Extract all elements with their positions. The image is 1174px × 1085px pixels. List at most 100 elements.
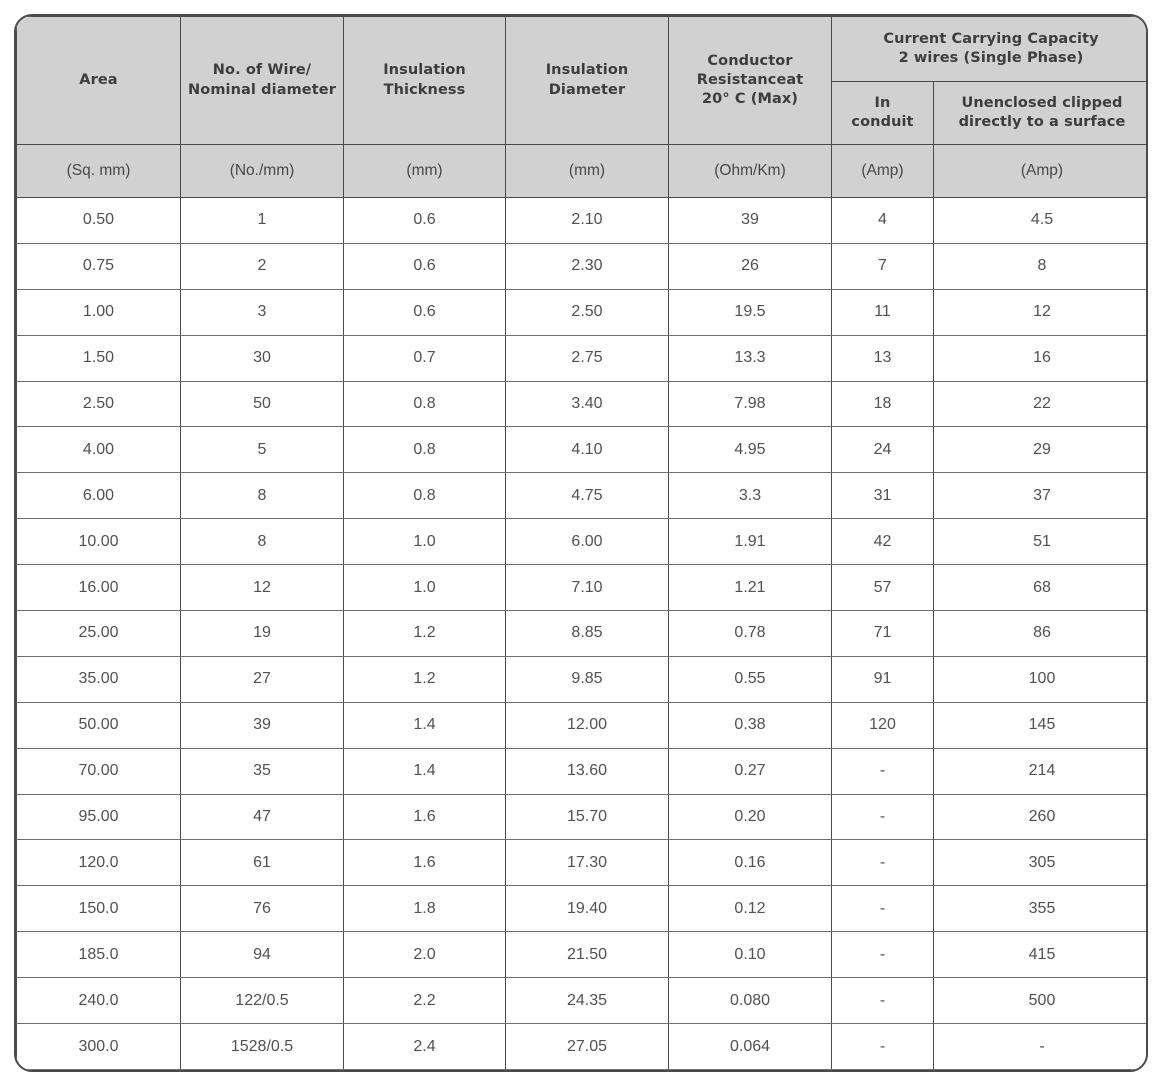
header-insulation-diameter: Insulation Diameter bbox=[505, 16, 669, 145]
cell-in-conduit: - bbox=[831, 747, 934, 795]
cell-unenclosed: 86 bbox=[933, 610, 1146, 657]
cell-insulation-diameter: 9.85 bbox=[505, 655, 669, 703]
cell-insulation-thickness: 1.4 bbox=[343, 747, 506, 795]
cell-insulation-diameter: 13.60 bbox=[505, 747, 669, 795]
cell-insulation-diameter: 2.50 bbox=[505, 288, 669, 336]
cell-in-conduit: - bbox=[831, 885, 934, 933]
cell-resistance: 13.3 bbox=[668, 334, 832, 382]
table-row: 2.50 50 0.8 3.40 7.98 18 22 bbox=[16, 380, 1146, 428]
cell-insulation-thickness: 2.2 bbox=[343, 977, 506, 1025]
cell-wires: 8 bbox=[180, 518, 344, 566]
cell-resistance: 39 bbox=[668, 197, 832, 244]
table-row: 240.0 122/0.5 2.2 24.35 0.080-500 bbox=[16, 977, 1146, 1025]
wire-specification-table: Area No. of Wire/ Nominal diameter Insul… bbox=[14, 14, 1148, 1072]
units-row: (Sq. mm) (No./mm) (mm) (mm) (Ohm/Km) (Am… bbox=[16, 144, 1146, 198]
cell-wires: 2 bbox=[180, 242, 344, 290]
header-unenclosed: Unenclosed clipped directly to a surface bbox=[933, 81, 1146, 145]
cell-insulation-diameter: 4.75 bbox=[505, 472, 669, 520]
cell-insulation-diameter: 15.70 bbox=[505, 793, 669, 841]
cell-area: 240.0 bbox=[16, 977, 181, 1025]
cell-in-conduit: - bbox=[831, 839, 934, 887]
cell-in-conduit: 18 bbox=[831, 380, 934, 428]
cell-insulation-thickness: 0.8 bbox=[343, 426, 506, 474]
cell-unenclosed: 29 bbox=[933, 426, 1146, 474]
cell-insulation-diameter: 4.10 bbox=[505, 426, 669, 474]
unit-unenclosed: (Amp) bbox=[933, 144, 1146, 198]
cell-area: 25.00 bbox=[16, 610, 181, 657]
cell-in-conduit: - bbox=[831, 931, 934, 979]
cell-insulation-thickness: 0.6 bbox=[343, 197, 506, 244]
header-row-sub: In conduit Unenclosed clipped directly t… bbox=[17, 81, 1146, 145]
cell-wires: 61 bbox=[180, 839, 344, 887]
table-row: 6.00 8 0.8 4.75 3.3 31 37 bbox=[16, 472, 1146, 520]
cell-unenclosed: 214 bbox=[933, 747, 1146, 795]
header-row-main: Area No. of Wire/ Nominal diameter Insul… bbox=[16, 16, 1146, 145]
cell-insulation-thickness: 1.6 bbox=[343, 793, 506, 841]
cell-in-conduit: - bbox=[831, 793, 934, 841]
cell-unenclosed: 4.5 bbox=[933, 197, 1146, 244]
header-insulation-thickness: Insulation Thickness bbox=[343, 16, 506, 145]
cell-wires: 50 bbox=[180, 380, 344, 428]
cell-wires: 5 bbox=[180, 426, 344, 474]
cell-insulation-thickness: 1.8 bbox=[343, 885, 506, 933]
cell-in-conduit: 7 bbox=[831, 242, 934, 290]
cell-insulation-thickness: 0.6 bbox=[343, 288, 506, 336]
cell-insulation-diameter: 8.85 bbox=[505, 610, 669, 657]
cell-in-conduit: - bbox=[831, 1023, 934, 1070]
cell-area: 4.00 bbox=[16, 426, 181, 474]
cell-wires: 1 bbox=[180, 197, 344, 244]
cell-wires: 3 bbox=[180, 288, 344, 336]
table-body: 0.50 1 0.6 2.10 39 4 4.5 0.75 2 0.6 2.30 26 7 8 1.00 3 0… bbox=[16, 197, 1146, 1070]
cell-unenclosed: 51 bbox=[933, 518, 1146, 566]
cell-insulation-diameter: 6.00 bbox=[505, 518, 669, 566]
cell-insulation-thickness: 0.8 bbox=[343, 472, 506, 520]
table-row: 0.75 2 0.6 2.30 26 7 8 bbox=[16, 242, 1146, 290]
cell-unenclosed: 12 bbox=[933, 288, 1146, 336]
unit-insulation-diameter: (mm) bbox=[505, 144, 669, 198]
cell-resistance: 0.27 bbox=[668, 747, 832, 795]
cell-resistance: 0.55 bbox=[668, 655, 832, 703]
unit-area: (Sq. mm) bbox=[16, 144, 181, 198]
cell-wires: 122/0.5 bbox=[180, 977, 344, 1025]
cell-in-conduit: - bbox=[831, 977, 934, 1025]
cell-insulation-diameter: 7.10 bbox=[505, 564, 669, 612]
cell-insulation-thickness: 0.7 bbox=[343, 334, 506, 382]
cell-insulation-diameter: 2.10 bbox=[505, 197, 669, 244]
cell-in-conduit: 57 bbox=[831, 564, 934, 612]
cell-unenclosed: 22 bbox=[933, 380, 1146, 428]
cell-unenclosed: 355 bbox=[933, 885, 1146, 933]
cell-insulation-diameter: 19.40 bbox=[505, 885, 669, 933]
cell-wires: 12 bbox=[180, 564, 344, 612]
cell-area: 50.00 bbox=[16, 701, 181, 749]
cell-unenclosed: 145 bbox=[933, 701, 1146, 749]
cell-wires: 76 bbox=[180, 885, 344, 933]
table-row: 1.50 30 0.7 2.75 13.3 13 16 bbox=[16, 334, 1146, 382]
cell-area: 185.0 bbox=[16, 931, 181, 979]
header-in-conduit: In conduit bbox=[831, 81, 934, 145]
table-row: 16.00 12 1.0 7.10 1.21 57 68 bbox=[16, 564, 1146, 612]
cell-in-conduit: 13 bbox=[831, 334, 934, 382]
cell-insulation-thickness: 2.0 bbox=[343, 931, 506, 979]
cell-area: 120.0 bbox=[16, 839, 181, 887]
cell-insulation-diameter: 12.00 bbox=[505, 701, 669, 749]
cell-resistance: 19.5 bbox=[668, 288, 832, 336]
cell-wires: 94 bbox=[180, 931, 344, 979]
cell-area: 1.00 bbox=[16, 288, 181, 336]
header-current-capacity-group: Current Carrying Capacity 2 wires (Singl… bbox=[831, 16, 1146, 82]
table-row: 4.00 5 0.8 4.10 4.95 24 29 bbox=[16, 426, 1146, 474]
cell-insulation-thickness: 1.6 bbox=[343, 839, 506, 887]
cell-unenclosed: 305 bbox=[933, 839, 1146, 887]
cell-in-conduit: 120 bbox=[831, 701, 934, 749]
cell-area: 0.75 bbox=[16, 242, 181, 290]
cell-resistance: 1.21 bbox=[668, 564, 832, 612]
header-wires: No. of Wire/ Nominal diameter bbox=[180, 16, 344, 145]
cell-area: 150.0 bbox=[16, 885, 181, 933]
cell-insulation-thickness: 1.4 bbox=[343, 701, 506, 749]
cell-insulation-thickness: 2.4 bbox=[343, 1023, 506, 1070]
cell-wires: 8 bbox=[180, 472, 344, 520]
cell-area: 2.50 bbox=[16, 380, 181, 428]
table-row: 70.00 35 1.4 13.60 0.27-214 bbox=[16, 747, 1146, 795]
cell-in-conduit: 4 bbox=[831, 197, 934, 244]
spec-table: Area No. of Wire/ Nominal diameter Insul… bbox=[16, 16, 1146, 1070]
cell-resistance: 0.064 bbox=[668, 1023, 832, 1070]
